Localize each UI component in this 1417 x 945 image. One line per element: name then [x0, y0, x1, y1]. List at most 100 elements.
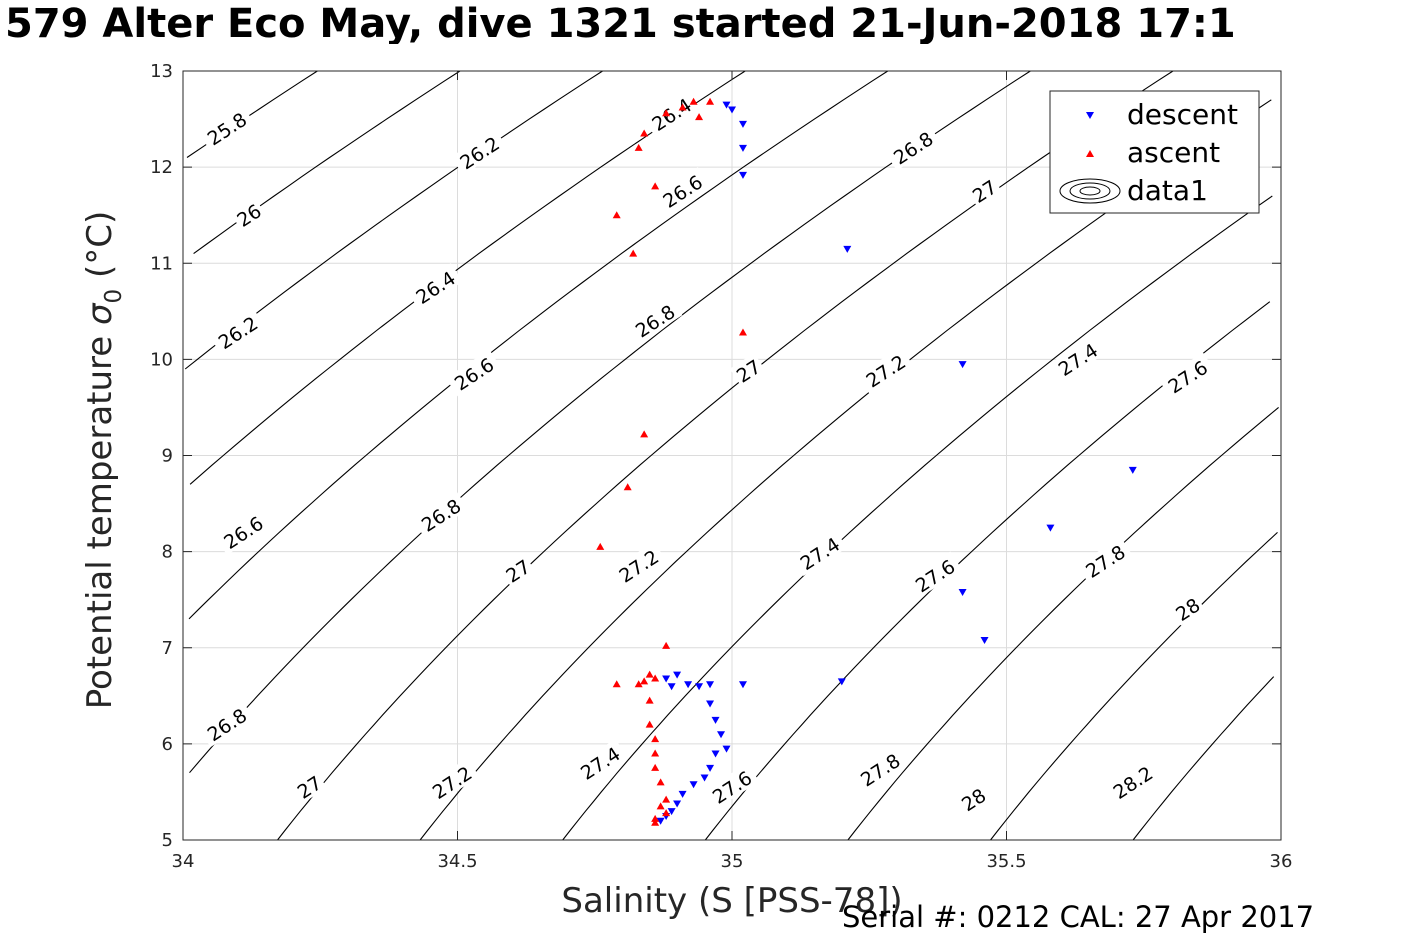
descent-point — [711, 716, 720, 724]
contour-label-bg — [857, 346, 913, 394]
contour-label-bg — [703, 762, 760, 810]
ascent-point — [651, 814, 660, 822]
contour-label: 26.2 — [451, 128, 507, 176]
descent-point — [667, 683, 676, 691]
y-tick-label: 7 — [162, 638, 173, 659]
descent-point — [722, 101, 731, 109]
y-tick-label: 12 — [150, 157, 173, 178]
contour-label-bg — [451, 128, 507, 176]
contour-label-bg — [1169, 591, 1206, 626]
descent-point — [1046, 524, 1055, 532]
x-tick-label: 36 — [1270, 851, 1293, 872]
contour-label-bg — [791, 529, 848, 577]
descent-point — [695, 683, 704, 691]
contour-label: 27.2 — [610, 541, 666, 589]
contour-label: 26.8 — [412, 490, 469, 538]
y-tick-label: 6 — [162, 734, 173, 755]
y-tick-label: 5 — [162, 830, 173, 851]
contour-label-bg — [906, 551, 963, 599]
isopycnal-line — [562, 195, 1273, 841]
descent-point — [656, 817, 665, 825]
contour-label: 27.4 — [571, 738, 628, 786]
ascent-point — [706, 97, 715, 105]
contour-label-bg — [851, 745, 908, 793]
contour-label: 26 — [230, 197, 267, 232]
contour-label-bg — [407, 263, 463, 310]
contour-label-bg — [1159, 352, 1215, 400]
ascent-point — [656, 778, 665, 786]
descent-point — [722, 745, 731, 753]
descent-point — [706, 681, 715, 689]
isopycnal-line — [1132, 676, 1275, 841]
ascent-point — [695, 113, 704, 121]
y-tick-label: 9 — [162, 446, 173, 467]
descent-point — [738, 120, 747, 128]
ascent-point — [651, 763, 660, 771]
isopycnal-line — [847, 406, 1279, 841]
legend-box — [1049, 90, 1260, 214]
ascent-point — [645, 696, 654, 704]
descent-point — [706, 764, 715, 772]
descent-point — [678, 790, 687, 798]
contour-label: 26.8 — [884, 123, 941, 171]
ascent-point — [662, 795, 671, 803]
descent-point — [958, 361, 967, 369]
contour-label-bg — [1076, 536, 1133, 584]
descent-point — [1128, 466, 1137, 474]
isopycnal-line — [419, 99, 1272, 841]
descent-point — [738, 171, 747, 179]
legend-ascent-label: ascent — [1127, 136, 1220, 169]
y-tick-label: 13 — [150, 61, 173, 82]
y-axis-label-main: Potential temperature — [80, 325, 120, 710]
descent-point — [711, 750, 720, 758]
contour-label-text: 27 — [502, 556, 534, 588]
contour-label: 27 — [290, 769, 327, 804]
contour-label-bg — [445, 349, 502, 397]
contour-label: 27.8 — [851, 745, 908, 793]
ascent-point — [634, 680, 643, 688]
legend-data1-contour-icon — [1059, 178, 1121, 204]
contour-label-bg — [215, 508, 271, 555]
contour-label: 26.4 — [407, 263, 463, 310]
ascent-point — [640, 430, 649, 438]
contour-label-text: 28 — [1172, 594, 1204, 626]
contour-label-bg — [643, 90, 699, 137]
contour-label: 28 — [954, 781, 992, 817]
figure-title: 579 Alter Eco May, dive 1321 started 21-… — [5, 4, 1236, 44]
contour-label-bg — [1049, 335, 1106, 382]
x-tick-label: 34 — [172, 851, 195, 872]
y-tick-label: 11 — [150, 253, 173, 274]
y-tick-label: 10 — [150, 349, 173, 370]
contour-label: 26.6 — [445, 349, 502, 397]
ascent-point — [629, 249, 638, 257]
descent-point — [980, 637, 989, 645]
contour-label: 28.2 — [1104, 758, 1161, 805]
contour-label: 27.2 — [857, 346, 913, 394]
y-tick-label: 8 — [162, 542, 173, 563]
x-axis-label: Salinity (S [PSS-78]) — [561, 881, 903, 921]
ascent-point — [651, 818, 660, 826]
descent-point — [700, 774, 709, 782]
contour-label: 28 — [1169, 591, 1206, 626]
descent-point — [843, 245, 852, 253]
ascent-point — [662, 809, 671, 817]
contour-label: 26.8 — [626, 296, 683, 344]
contour-label-text: 27 — [294, 772, 326, 804]
contour-label-text: 28 — [958, 785, 990, 817]
axis-ticks: 34 34.5 35 35.5 36 5 6 7 8 9 10 11 12 13 — [150, 61, 1292, 872]
descent-point — [958, 588, 967, 596]
contour-label-bg — [965, 173, 1003, 208]
ascent-point — [623, 483, 632, 491]
contour-label-bg — [654, 166, 710, 214]
contour-label-bg — [1104, 758, 1161, 805]
descent-point — [706, 700, 715, 708]
descent-point — [662, 675, 671, 683]
contour-label-text: 27 — [969, 176, 1001, 208]
x-tick-label: 34.5 — [437, 851, 477, 872]
ascent-point — [634, 143, 643, 151]
contour-label: 27 — [729, 352, 767, 388]
ascent-point — [640, 677, 649, 685]
data-points — [596, 97, 1137, 826]
contour-label-bg — [499, 552, 536, 588]
